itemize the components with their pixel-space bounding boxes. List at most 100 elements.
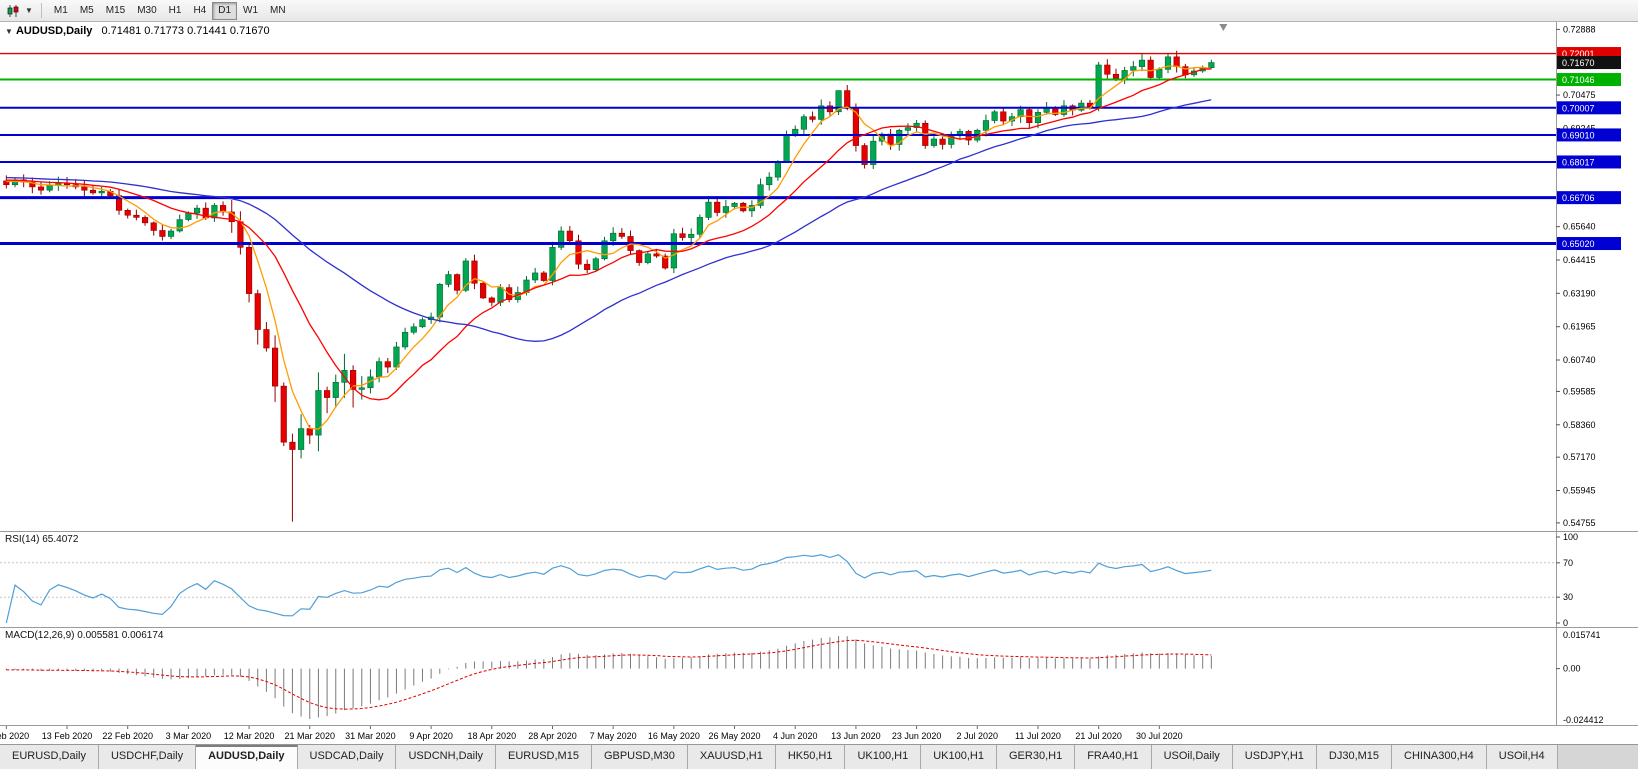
tab-china300-h4[interactable]: CHINA300,H4 [1392,745,1487,769]
date-label: 12 Mar 2020 [224,731,275,741]
price-axis[interactable]: 0.728880.704750.692450.656400.644150.631… [1556,24,1596,528]
tab-dj30-m15[interactable]: DJ30,M15 [1316,745,1393,769]
tab-hk50-h1[interactable]: HK50,H1 [775,745,846,769]
moving-average-34 [6,99,1212,342]
timeframe-button-w1[interactable]: W1 [243,4,259,16]
svg-text:0.71046: 0.71046 [1562,75,1595,85]
date-label: 21 Jul 2020 [1075,731,1122,741]
rsi-axis-tick: 100 [1563,532,1578,542]
price-level-badge[interactable]: 0.65020 [1557,237,1621,251]
tab-usoil-h4[interactable]: USOil,H4 [1486,745,1558,769]
rsi-chart[interactable]: 100 70 30 0 [0,532,1638,628]
rsi-header: RSI(14) 65.4072 [5,534,78,545]
rsi-line [5,554,1212,624]
tab-usoil-daily[interactable]: USOil,Daily [1151,745,1233,769]
candles [3,50,1215,522]
chart-area: 0.728880.704750.692450.656400.644150.631… [0,22,1638,744]
chevron-down-icon[interactable]: ▼ [25,6,33,15]
price-axis-tick: 0.72888 [1563,24,1596,34]
price-level-badge[interactable]: 0.70007 [1557,101,1621,115]
tab-usdchf-daily[interactable]: USDCHF,Daily [98,745,197,769]
date-label: 13 Jun 2020 [831,731,881,741]
date-label: 28 Apr 2020 [528,731,577,741]
moving-average-13 [6,68,1212,401]
rsi-axis-tick: 70 [1563,558,1573,568]
macd-signal-line [6,639,1212,710]
price-axis-tick: 0.60740 [1563,355,1596,365]
macd-histogram [5,635,1212,719]
price-axis-tick: 0.63190 [1563,288,1596,298]
rsi-value: 65.4072 [42,534,79,545]
price-axis-tick: 0.55945 [1563,485,1596,495]
time-axis[interactable]: 4 Feb 2020 13 Feb 2020 22 Feb 2020 3 Mar 20… [0,726,1638,744]
tab-uk100-h1[interactable]: UK100,H1 [921,745,997,769]
price-axis-tick: 0.70475 [1563,90,1596,100]
tab-eurusd-m15[interactable]: EURUSD,M15 [496,745,592,769]
tab-eurusd-daily[interactable]: EURUSD,Daily [0,745,99,769]
timeframe-button-m30[interactable]: M30 [137,4,157,16]
macd-label: MACD(12,26,9) [5,630,75,641]
macd-header: MACD(12,26,9) 0.005581 0.006174 [5,630,163,641]
tab-xauusd-h1[interactable]: XAUUSD,H1 [687,745,776,769]
timeframe-button-h1[interactable]: H1 [168,4,182,16]
timeframe-button-m1[interactable]: M1 [53,4,68,16]
svg-text:0.71670: 0.71670 [1562,58,1595,68]
toolbar-separator [40,3,42,18]
tab-usdjpy-h1[interactable]: USDJPY,H1 [1232,745,1317,769]
toolbar: ▼ M1 M5 M15 M30 H1 H4 D1 W1 MN [0,0,1638,22]
chart-type-button[interactable] [4,2,22,20]
candlestick-chart-icon [7,4,19,17]
timeframe-button-m5[interactable]: M5 [79,4,94,16]
price-axis-tick: 0.54755 [1563,518,1596,528]
price-level-badge[interactable]: 0.69010 [1557,128,1621,142]
tab-uk100-h1[interactable]: UK100,H1 [845,745,922,769]
tab-fra40-h1[interactable]: FRA40,H1 [1075,745,1152,769]
date-label: 7 May 2020 [590,731,637,741]
chart-title: AUDUSD,Daily [15,25,93,37]
date-label: 4 Jun 2020 [773,731,818,741]
tab-usdcad-daily[interactable]: USDCAD,Daily [297,745,397,769]
date-label: 31 Mar 2020 [345,731,396,741]
date-label: 21 Mar 2020 [284,731,335,741]
timeframe-button-mn[interactable]: MN [270,4,286,16]
rsi-axis-tick: 30 [1563,592,1573,602]
chart-ohlc-values: 0.71481 0.71773 0.71441 0.71670 [101,25,270,37]
chart-header: ▼ AUDUSD,Daily 0.71481 0.71773 0.71441 0… [5,25,270,37]
macd-values: 0.005581 0.006174 [77,630,164,641]
date-label: 3 Mar 2020 [166,731,212,741]
chart-shift-marker-icon[interactable] [1219,24,1228,31]
price-axis-tick: 0.65640 [1563,222,1596,232]
rsi-axis-tick: 0 [1563,618,1568,628]
svg-text:0.65020: 0.65020 [1562,239,1595,249]
macd-chart[interactable]: 0.015741 0.00 -0.024412 [0,628,1638,726]
price-chart[interactable]: 0.728880.704750.692450.656400.644150.631… [0,22,1638,532]
tab-usdcnh-daily[interactable]: USDCNH,Daily [396,745,497,769]
price-axis-tick: 0.58360 [1563,420,1596,430]
price-axis-tick: 0.64415 [1563,255,1596,265]
price-level-badge[interactable]: 0.68017 [1557,155,1621,169]
date-label: 26 May 2020 [709,731,761,741]
timeframe-button-d1[interactable]: D1 [212,1,238,20]
moving-average-5 [6,65,1212,430]
timeframe-button-m15[interactable]: M15 [105,4,126,16]
svg-text:0.66706: 0.66706 [1562,193,1595,203]
date-label: 11 Jul 2020 [1015,731,1061,741]
tab-gbpusd-m30[interactable]: GBPUSD,M30 [591,745,688,769]
collapse-triangle-icon[interactable]: ▼ [5,27,13,36]
price-level-badge[interactable]: 0.71046 [1557,73,1621,87]
date-label: 23 Jun 2020 [892,731,942,741]
tab-ger30-h1[interactable]: GER30,H1 [997,745,1076,769]
rsi-label: RSI(14) [5,534,40,545]
price-axis-tick: 0.57170 [1563,452,1596,462]
timeframe-button-h4[interactable]: H4 [193,4,207,16]
tab-audusd-daily[interactable]: AUDUSD,Daily [196,745,298,769]
price-level-badge[interactable]: 0.66706 [1557,191,1621,205]
svg-text:0.72001: 0.72001 [1562,49,1595,59]
price-level-badge[interactable]: 0.71670 [1557,56,1621,70]
macd-axis-tick: 0.015741 [1563,630,1601,640]
date-label: 4 Feb 2020 [0,731,29,741]
svg-text:0.68017: 0.68017 [1562,157,1595,167]
date-label: 22 Feb 2020 [102,731,153,741]
macd-axis-tick: 0.00 [1563,664,1581,674]
chart-tabs-bar: EURUSD,Daily USDCHF,Daily AUDUSD,Daily USDC… [0,744,1638,769]
